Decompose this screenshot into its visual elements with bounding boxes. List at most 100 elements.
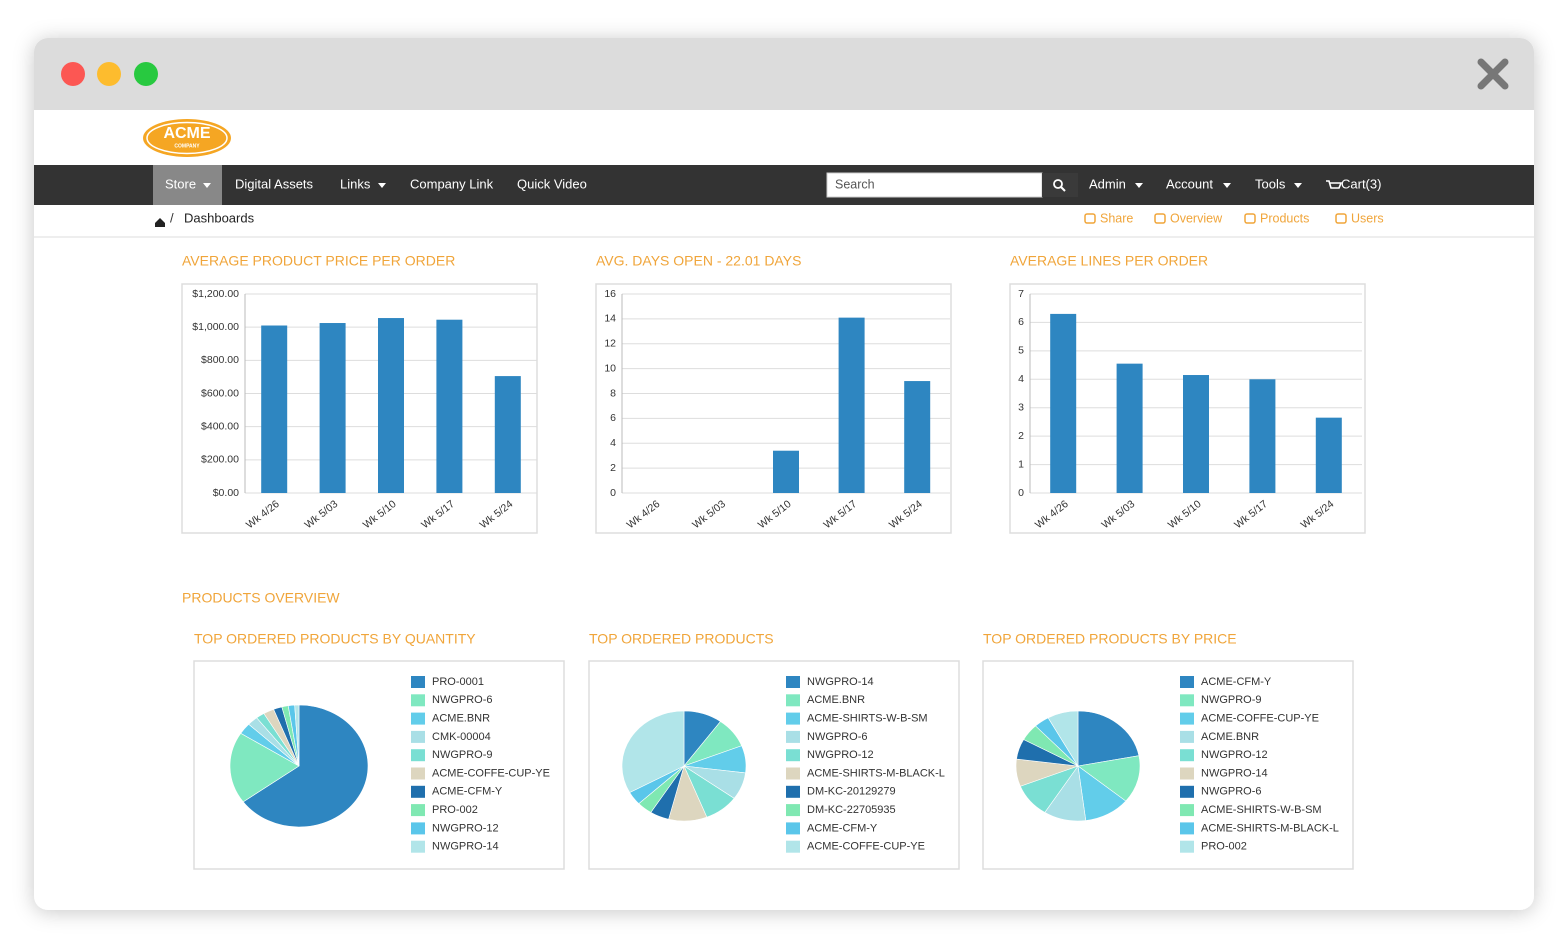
legend-swatch — [1180, 749, 1194, 762]
nav-item[interactable]: Account — [1166, 176, 1213, 191]
action-link[interactable]: Products — [1260, 211, 1309, 225]
chart-title: AVG. DAYS OPEN - 22.01 DAYS — [596, 253, 801, 269]
cart-icon — [1326, 180, 1343, 189]
action-link[interactable]: Overview — [1170, 211, 1223, 225]
y-tick-label: 16 — [604, 288, 616, 300]
legend-label: NWGPRO-14 — [432, 841, 499, 853]
nav-item[interactable]: Quick Video — [517, 176, 587, 191]
legend-swatch — [411, 712, 425, 725]
y-tick-label: 10 — [604, 362, 616, 374]
y-tick-label: 0 — [610, 487, 616, 499]
search-icon-handle — [1060, 186, 1066, 192]
legend-label: PRO-0001 — [432, 676, 484, 688]
bar — [1050, 313, 1077, 493]
pie-slice — [294, 704, 300, 767]
legend-label: ACME-SHIRTS-W-B-SM — [807, 713, 928, 725]
nav-item[interactable]: Digital Assets — [235, 176, 314, 191]
chart-frame — [588, 660, 960, 870]
legend-swatch — [786, 804, 800, 817]
logo-name: ACME — [163, 125, 210, 142]
chart-title: AVERAGE LINES PER ORDER — [1010, 253, 1208, 269]
y-tick-label: $1,200.00 — [192, 288, 239, 300]
y-tick-label: 12 — [604, 338, 616, 350]
search-placeholder: Search — [835, 177, 875, 191]
caret — [1223, 183, 1231, 188]
close-dot[interactable] — [61, 62, 85, 86]
y-tick-label: 8 — [610, 387, 616, 399]
legend-swatch — [786, 840, 800, 853]
y-tick-label: 3 — [1018, 401, 1024, 413]
legend-swatch — [786, 694, 800, 707]
legend-swatch — [411, 730, 425, 743]
chart-frame — [181, 283, 538, 534]
y-tick-label: 4 — [610, 437, 616, 449]
nav-bar — [34, 165, 1534, 205]
legend-label: NWGPRO-9 — [432, 749, 493, 761]
action-link[interactable]: Users — [1351, 211, 1384, 225]
minimize-dot[interactable] — [97, 62, 121, 86]
section-title: PRODUCTS OVERVIEW — [182, 590, 340, 606]
nav-item[interactable]: Store — [165, 176, 196, 191]
y-tick-label: 14 — [604, 313, 616, 325]
legend-label: PRO-002 — [432, 804, 478, 816]
y-tick-label: 6 — [610, 412, 616, 424]
close-icon[interactable] — [1477, 58, 1509, 90]
legend-swatch — [411, 694, 425, 707]
legend-swatch — [411, 749, 425, 762]
legend-label: ACME.BNR — [807, 694, 865, 706]
bar — [436, 319, 463, 493]
nav-item[interactable]: Company Link — [410, 176, 494, 191]
pie-slice — [229, 732, 300, 803]
legend-label: NWGPRO-14 — [1201, 767, 1268, 779]
legend-swatch — [1180, 785, 1194, 798]
legend-swatch — [411, 676, 425, 688]
legend-swatch — [411, 822, 425, 835]
legend-label: ACME-CFM-Y — [432, 786, 503, 798]
y-tick-label: $0.00 — [213, 487, 239, 499]
legend-label: ACME.BNR — [1201, 731, 1259, 743]
legend-swatch — [411, 840, 425, 853]
search-box[interactable] — [826, 172, 1043, 198]
logo-ring — [146, 121, 228, 155]
legend-label: ACME.BNR — [432, 713, 490, 725]
nav-item[interactable]: Cart(3) — [1341, 176, 1381, 191]
pie-slice — [1047, 710, 1079, 768]
legend-label: ACME-COFFE-CUP-YE — [432, 767, 550, 779]
y-tick-label: 0 — [1018, 487, 1024, 499]
legend-swatch — [1180, 712, 1194, 725]
maximize-dot[interactable] — [134, 62, 158, 86]
legend-label: ACME-SHIRTS-W-B-SM — [1201, 804, 1322, 816]
pie-slice — [242, 704, 369, 828]
legend-label: NWGPRO-12 — [432, 822, 499, 834]
pie-slice — [621, 710, 685, 793]
caret — [1135, 183, 1143, 188]
action-link[interactable]: Share — [1100, 211, 1133, 225]
chart-title: TOP ORDERED PRODUCTS — [589, 631, 774, 647]
search-icon — [1053, 179, 1063, 189]
nav-item[interactable]: Links — [340, 176, 371, 191]
legend-label: DM-KC-20129279 — [807, 786, 896, 798]
y-tick-label: $200.00 — [201, 454, 239, 466]
nav-item[interactable]: Admin — [1089, 176, 1126, 191]
legend-label: NWGPRO-6 — [1201, 786, 1262, 798]
y-tick-label: 6 — [1018, 316, 1024, 328]
title-bar — [34, 38, 1534, 110]
legend-swatch — [1180, 822, 1194, 835]
y-tick-label: $400.00 — [201, 420, 239, 432]
legend-swatch — [411, 767, 425, 780]
logo[interactable] — [143, 119, 231, 157]
legend-label: NWGPRO-6 — [807, 731, 868, 743]
legend-swatch — [1180, 804, 1194, 817]
bar — [319, 323, 346, 493]
legend-swatch — [786, 767, 800, 780]
bar — [1116, 363, 1143, 493]
legend-swatch — [786, 730, 800, 743]
home-icon[interactable] — [155, 218, 165, 227]
legend-swatch — [1180, 730, 1194, 743]
caret — [1294, 183, 1302, 188]
legend-label: NWGPRO-14 — [807, 676, 874, 688]
nav-active — [153, 165, 222, 205]
search-button[interactable] — [1042, 173, 1078, 197]
nav-item[interactable]: Tools — [1255, 176, 1286, 191]
